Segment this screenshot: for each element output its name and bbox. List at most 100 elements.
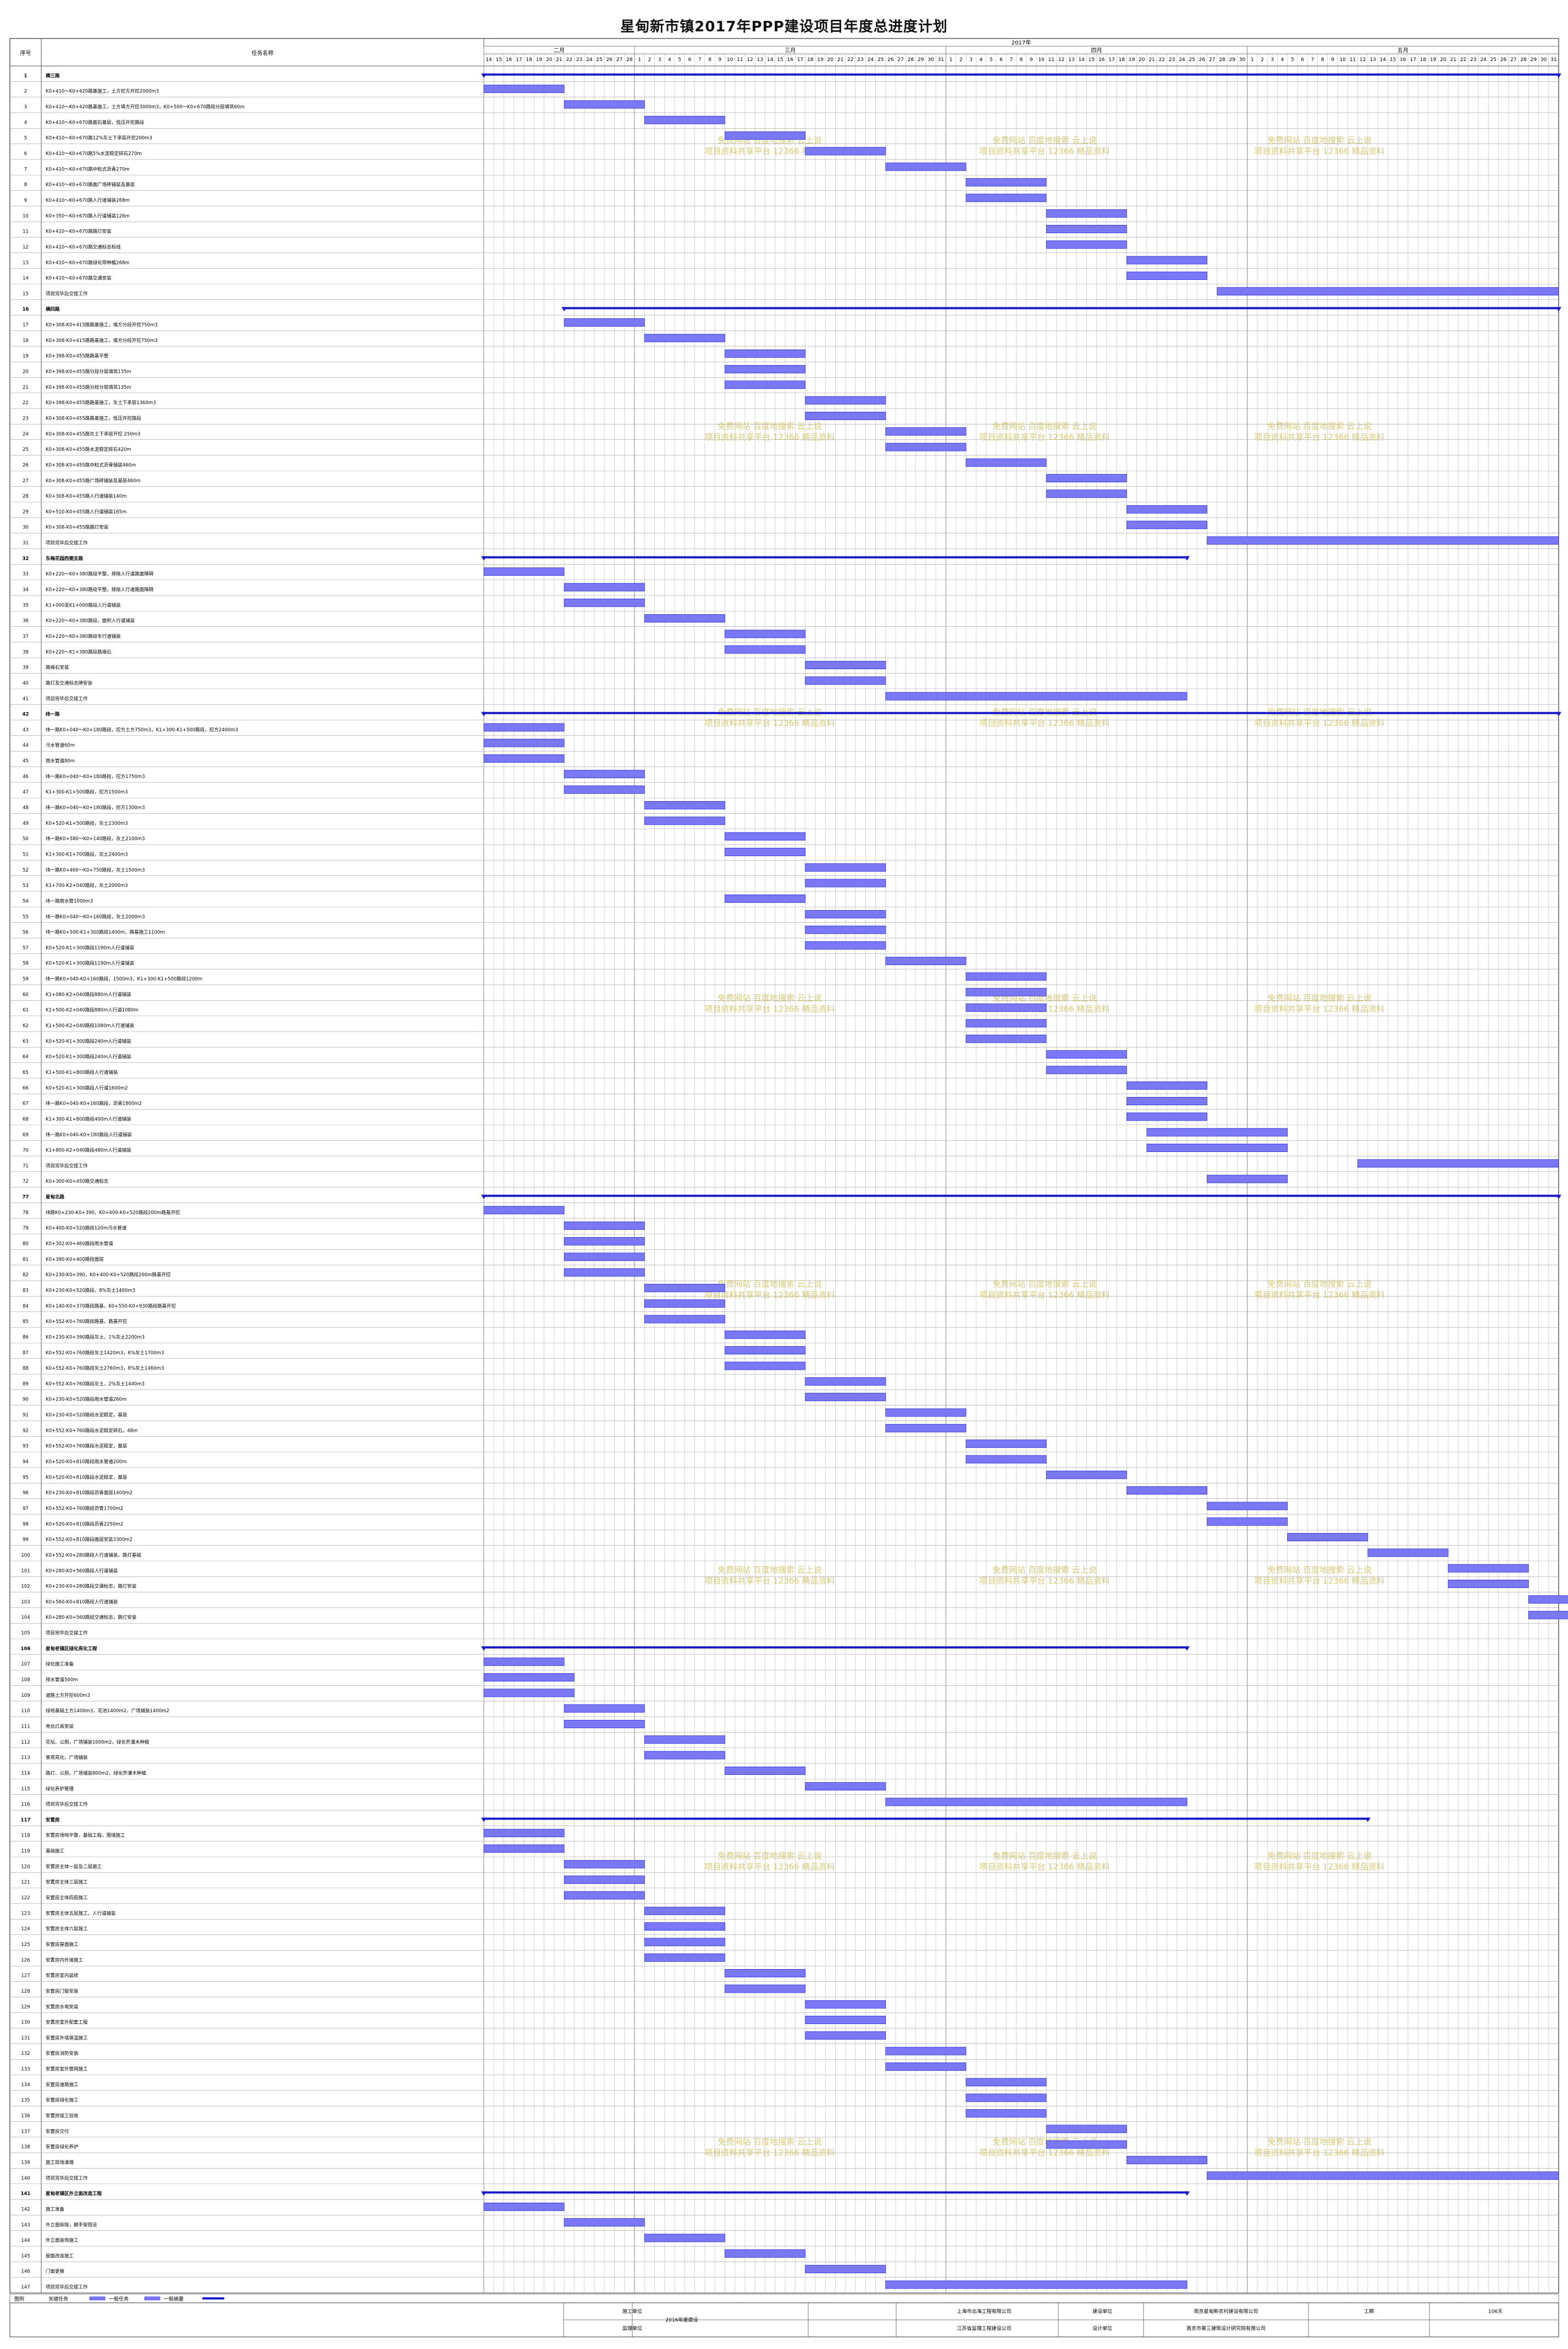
- task-no: 105: [21, 1631, 30, 1636]
- day-label: 11: [1350, 57, 1356, 63]
- task-bar: [1126, 2155, 1207, 2164]
- task-bar: [644, 614, 725, 623]
- task-name: 安置房室外配套工程: [46, 2020, 88, 2026]
- task-no: 16: [23, 307, 29, 312]
- task-no: 3: [24, 104, 27, 110]
- gantt-grid: [9, 38, 1559, 2293]
- task-name: K1+300-K1+700路段，灰土2400m3: [46, 851, 128, 857]
- day-label: 23: [576, 57, 582, 63]
- footer-value: 106天: [1488, 2309, 1503, 2315]
- day-label: 11: [737, 57, 743, 63]
- task-no: 4: [24, 120, 27, 125]
- task-bar: [965, 1003, 1047, 1012]
- task-bar: [1207, 1502, 1288, 1510]
- day-label: 19: [1129, 57, 1135, 63]
- task-no: 117: [21, 1817, 31, 1823]
- day-label: 26: [606, 57, 613, 63]
- task-bar: [805, 925, 886, 934]
- watermark-text: 免费网站 百度地搜索 云上说: [1267, 421, 1372, 431]
- task-name: K0+350～K0+670路人行道铺装126m: [46, 213, 130, 219]
- task-no: 111: [21, 1724, 30, 1729]
- month-label: 三月: [785, 47, 796, 54]
- task-name: K0+410～K0+670路人行道铺装268m: [46, 197, 130, 203]
- watermark-text: 项目资料共享平台 12366 精品资料: [979, 1862, 1109, 1872]
- legend-summary-label: 一般摘要: [164, 2296, 184, 2302]
- task-no: 12: [23, 245, 29, 250]
- watermark-text: 免费网站 百度地搜索 云上说: [992, 1279, 1097, 1289]
- task-no: 6: [24, 151, 27, 157]
- task-no: 144: [21, 2238, 30, 2243]
- task-name: 项目完毕后交接工作: [46, 696, 88, 702]
- day-label: 6: [688, 57, 692, 63]
- task-no: 25: [23, 447, 29, 453]
- legend-label: 图例: [14, 2296, 24, 2302]
- task-no: 126: [21, 1958, 30, 1963]
- day-label: 21: [1149, 57, 1155, 63]
- day-label: 27: [616, 57, 622, 63]
- task-name: 外立面装饰施工: [46, 2237, 79, 2243]
- summary-bar: [484, 556, 1187, 559]
- task-bar: [725, 1346, 806, 1355]
- task-bar: [1146, 1128, 1288, 1137]
- day-label: 25: [877, 57, 884, 63]
- task-bar: [483, 738, 565, 747]
- task-name: K0+308-K0+415路路基施工，填方分段开挖750m3: [46, 322, 158, 328]
- day-label: 19: [536, 57, 543, 63]
- task-bar: [725, 381, 806, 389]
- day-label: 18: [1420, 57, 1427, 63]
- day-label: 17: [1410, 57, 1416, 63]
- task-name: 项目完毕后交接工作: [46, 2175, 88, 2181]
- task-name: 屋面改造施工: [46, 2253, 74, 2259]
- task-no: 143: [21, 2223, 30, 2228]
- task-name: 星甸老镇区外立面改造工程: [46, 2191, 102, 2197]
- task-name: 绿地基础土方1400m3，花池1400m2，广场铺装1400m2: [46, 1708, 169, 1714]
- task-no: 26: [23, 462, 29, 468]
- task-bar: [1046, 2125, 1127, 2133]
- task-name: 安置房场地平整，基础工程，围墙施工: [46, 1833, 125, 1839]
- task-no: 109: [21, 1693, 30, 1699]
- task-no: 92: [23, 1428, 29, 1433]
- day-label: 29: [1229, 57, 1235, 63]
- task-bar: [805, 1393, 886, 1402]
- task-no: 91: [23, 1413, 29, 1418]
- day-label: 12: [1058, 57, 1064, 63]
- task-bar: [1126, 272, 1207, 280]
- task-no: 77: [23, 1195, 29, 1200]
- task-bar: [483, 1673, 575, 1681]
- watermark-text: 免费网站 百度地搜索 云上说: [1267, 2137, 1372, 2147]
- watermark-text: 项目资料共享平台 12366 精品资料: [979, 2148, 1109, 2158]
- day-label: 10: [727, 57, 733, 63]
- day-label: 3: [658, 57, 661, 63]
- task-name: 项目完毕后交接工作: [46, 1163, 88, 1169]
- watermark-text: 免费网站 百度地搜索 云上说: [717, 1279, 822, 1289]
- summary-bar-end: [561, 307, 567, 312]
- day-label: 23: [1169, 57, 1175, 63]
- task-bar: [564, 100, 645, 109]
- task-bar: [805, 411, 886, 420]
- legend-summary-swatch: [202, 2297, 224, 2300]
- task-bar: [564, 1237, 645, 1245]
- task-no: 23: [23, 416, 29, 421]
- task-name: 安置房道路施工: [46, 2082, 79, 2088]
- task-name: K0+520-K1+300路段240m人行道铺装: [46, 1054, 131, 1060]
- task-no: 38: [23, 649, 29, 655]
- task-name: 纬一路K0+580～K0+140路段，灰土2100m3: [46, 836, 145, 842]
- watermark-text: 项目资料共享平台 12366 精品资料: [979, 146, 1109, 156]
- day-label: 3: [969, 57, 973, 63]
- task-bar: [483, 1829, 565, 1838]
- day-label: 23: [1470, 57, 1476, 63]
- summary-bar-end: [481, 73, 487, 78]
- watermark-text: 项目资料共享平台 12366 精品资料: [979, 1290, 1109, 1300]
- task-name: K0+230-K0+520路段，8%灰土1400m3: [46, 1287, 135, 1293]
- watermark-text: 项目资料共享平台 12366 精品资料: [1254, 718, 1384, 728]
- task-bar: [1357, 1159, 1559, 1168]
- task-name: K0+308-K0+455路水泥稳定碎石420m: [46, 446, 131, 453]
- task-no: 107: [21, 1662, 30, 1667]
- summary-bar: [484, 1646, 1187, 1649]
- task-bar: [965, 2109, 1047, 2118]
- task-bar: [725, 894, 806, 903]
- summary-bar-end: [1184, 2191, 1190, 2196]
- task-name: K0+308-K0+455路广场砖铺装及基层460m: [46, 478, 141, 484]
